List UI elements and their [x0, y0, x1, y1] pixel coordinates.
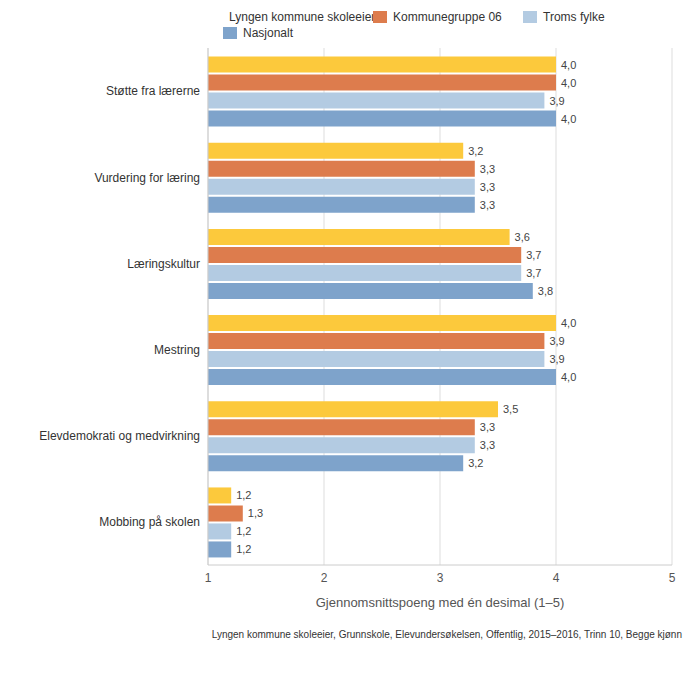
- svg-text:3,3: 3,3: [480, 181, 495, 193]
- svg-text:3,5: 3,5: [503, 403, 518, 415]
- svg-text:3: 3: [437, 571, 444, 585]
- svg-text:3,7: 3,7: [526, 267, 541, 279]
- svg-text:4: 4: [553, 571, 560, 585]
- svg-text:5: 5: [669, 571, 676, 585]
- svg-text:Elevdemokrati og medvirkning: Elevdemokrati og medvirkning: [39, 429, 200, 443]
- svg-text:3,9: 3,9: [549, 353, 564, 365]
- svg-text:3,8: 3,8: [538, 285, 553, 297]
- svg-text:Gjennomsnittspoeng med én desi: Gjennomsnittspoeng med én desimal (1–5): [316, 595, 565, 610]
- svg-text:3,3: 3,3: [480, 163, 495, 175]
- svg-text:Mobbing på skolen: Mobbing på skolen: [99, 515, 200, 529]
- svg-text:3,9: 3,9: [549, 95, 564, 107]
- html-text:Nasjonalt: Nasjonalt: [243, 26, 293, 40]
- svg-text:3,3: 3,3: [480, 439, 495, 451]
- svg-text:Vurdering for læring: Vurdering for læring: [94, 171, 200, 185]
- svg-text:1: 1: [205, 571, 212, 585]
- svg-text:1,2: 1,2: [236, 489, 251, 501]
- html-text:Troms fylke: Troms fylke: [543, 10, 605, 24]
- html-text:Lyngen kommune skoleeier: Lyngen kommune skoleeier: [229, 10, 376, 24]
- svg-text:4,0: 4,0: [561, 77, 576, 89]
- svg-text:3,6: 3,6: [515, 231, 530, 243]
- svg-text:4,0: 4,0: [561, 113, 576, 125]
- svg-text:1,2: 1,2: [236, 525, 251, 537]
- svg-text:2: 2: [321, 571, 328, 585]
- svg-text:Støtte fra lærerne: Støtte fra lærerne: [106, 84, 200, 98]
- svg-text:3,3: 3,3: [480, 421, 495, 433]
- svg-text:4,0: 4,0: [561, 59, 576, 71]
- svg-text:1,2: 1,2: [236, 543, 251, 555]
- html-text:Lyngen kommune skoleeier, Grun: Lyngen kommune skoleeier, Grunnskole, El…: [211, 629, 682, 640]
- html-text:Kommunegruppe 06: Kommunegruppe 06: [393, 10, 502, 24]
- svg-text:1,3: 1,3: [248, 507, 263, 519]
- svg-text:3,3: 3,3: [480, 199, 495, 211]
- svg-text:Læringskultur: Læringskultur: [127, 257, 200, 271]
- svg-text:4,0: 4,0: [561, 317, 576, 329]
- svg-text:3,2: 3,2: [468, 457, 483, 469]
- svg-text:3,2: 3,2: [468, 145, 483, 157]
- svg-text:3,9: 3,9: [549, 335, 564, 347]
- svg-text:4,0: 4,0: [561, 371, 576, 383]
- svg-text:3,7: 3,7: [526, 249, 541, 261]
- svg-text:Mestring: Mestring: [154, 343, 200, 357]
